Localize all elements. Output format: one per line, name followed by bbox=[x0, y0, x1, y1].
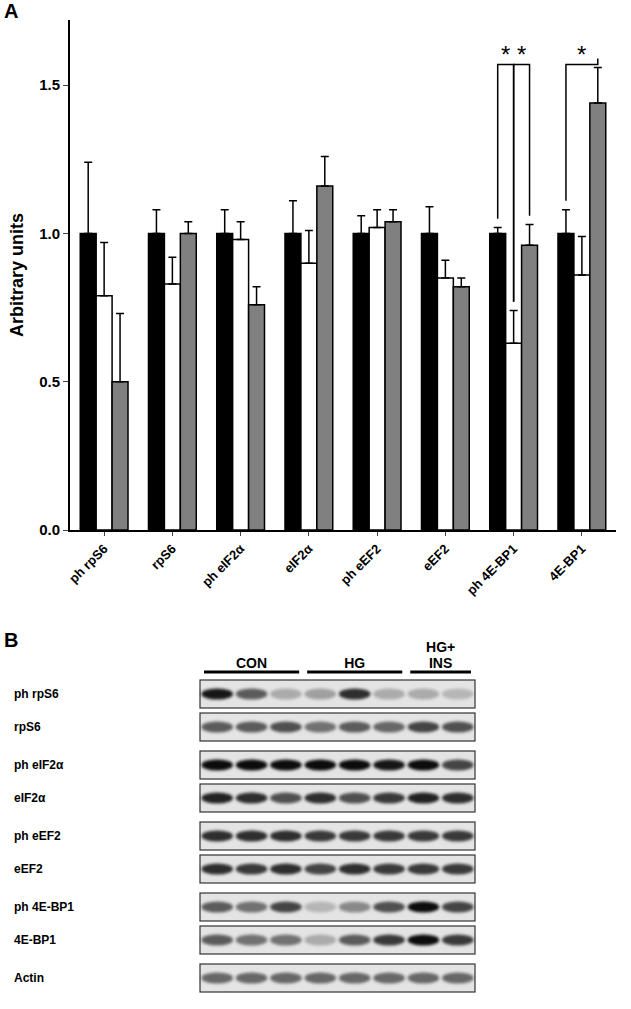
svg-text:CON: CON bbox=[236, 655, 267, 671]
svg-text:eIF2α: eIF2α bbox=[281, 541, 316, 576]
svg-text:ph rpS6: ph rpS6 bbox=[66, 541, 111, 586]
svg-text:4E-BP1: 4E-BP1 bbox=[546, 541, 589, 584]
svg-text:rpS6: rpS6 bbox=[148, 541, 179, 572]
svg-text:ph rpS6: ph rpS6 bbox=[14, 687, 59, 701]
svg-text:HG+: HG+ bbox=[426, 639, 455, 655]
svg-text:*: * bbox=[577, 41, 586, 68]
svg-text:1.5: 1.5 bbox=[39, 76, 60, 93]
svg-text:eIF2α: eIF2α bbox=[14, 791, 46, 805]
svg-text:ph 4E-BP1: ph 4E-BP1 bbox=[464, 541, 521, 598]
svg-text:4E-BP1: 4E-BP1 bbox=[14, 933, 56, 947]
svg-text:Actin: Actin bbox=[14, 971, 44, 985]
svg-text:INS: INS bbox=[429, 655, 452, 671]
svg-text:B: B bbox=[4, 629, 18, 651]
svg-text:ph eIF2α: ph eIF2α bbox=[199, 541, 247, 589]
svg-text:eEF2: eEF2 bbox=[14, 862, 43, 876]
svg-text:rpS6: rpS6 bbox=[14, 720, 41, 734]
svg-text:*: * bbox=[501, 41, 510, 68]
svg-text:ph eIF2α: ph eIF2α bbox=[14, 758, 64, 772]
svg-text:*: * bbox=[517, 41, 526, 68]
svg-text:0.0: 0.0 bbox=[39, 521, 60, 538]
svg-text:Arbitrary units: Arbitrary units bbox=[7, 213, 27, 337]
svg-text:ph eEF2: ph eEF2 bbox=[337, 541, 383, 587]
svg-text:ph 4E-BP1: ph 4E-BP1 bbox=[14, 900, 74, 914]
svg-text:1.0: 1.0 bbox=[39, 225, 60, 242]
svg-text:eEF2: eEF2 bbox=[420, 541, 453, 574]
svg-text:0.5: 0.5 bbox=[39, 373, 60, 390]
svg-text:HG: HG bbox=[344, 655, 365, 671]
html-text:A: A bbox=[4, 0, 19, 22]
svg-text:ph eEF2: ph eEF2 bbox=[14, 829, 61, 843]
